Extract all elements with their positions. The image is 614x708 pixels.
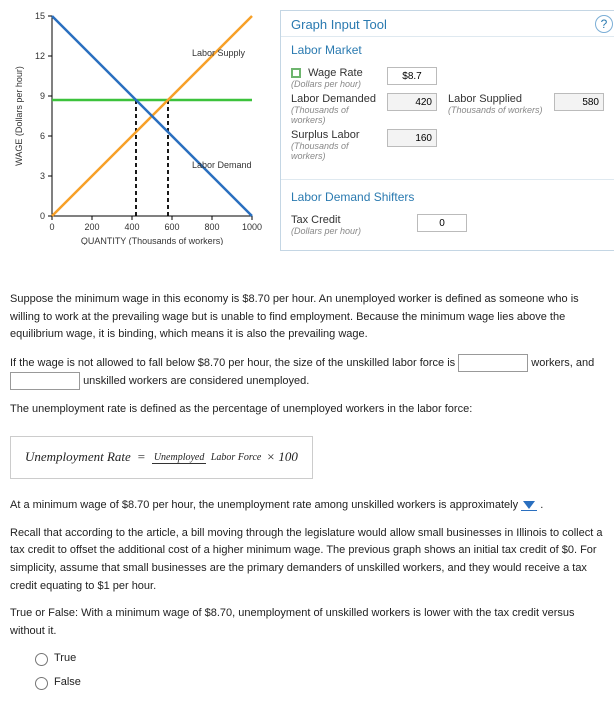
svg-text:QUANTITY (Thousands of workers: QUANTITY (Thousands of workers) [81,236,223,245]
shifters-heading: Labor Demand Shifters [281,184,614,206]
paragraph-3: The unemployment rate is defined as the … [10,401,604,419]
svg-text:800: 800 [204,222,219,232]
wage-rate-input[interactable] [387,67,437,85]
labor-demanded-label: Labor Demanded (Thousands of workers) [291,93,381,125]
panel-title: Graph Input Tool [281,11,614,37]
labor-supplied-label: Labor Supplied (Thousands of workers) [448,93,548,115]
svg-text:6: 6 [40,131,45,141]
radio-true[interactable] [35,653,48,666]
paragraph-4: At a minimum wage of $8.70 per hour, the… [10,497,604,515]
labor-force-blank[interactable] [458,354,528,372]
labor-supplied-output [554,93,604,111]
paragraph-1: Suppose the minimum wage in this economy… [10,291,604,344]
true-false-prompt: True or False: With a minimum wage of $8… [10,605,604,640]
tax-credit-input[interactable] [417,214,467,232]
svg-text:3: 3 [40,171,45,181]
svg-text:1000: 1000 [242,222,262,232]
wage-line-legend-icon [291,68,301,78]
dropdown-blank[interactable] [521,499,537,511]
radio-false[interactable] [35,677,48,690]
graph-input-panel: ? Graph Input Tool Labor Market Wage Rat… [280,10,614,251]
formula-box: Unemployment Rate = Unemployed Labor For… [10,436,313,479]
svg-text:9: 9 [40,91,45,101]
svg-text:0: 0 [49,222,54,232]
labor-market-chart: 0 200 400 600 800 1000 0 3 6 9 12 15 Labor Supply Lab… [10,10,270,251]
svg-text:12: 12 [35,51,45,61]
option-false[interactable]: False [30,676,81,688]
surplus-labor-output [387,129,437,147]
svg-text:200: 200 [84,222,99,232]
paragraph-2: If the wage is not allowed to fall below… [10,354,604,391]
labor-market-heading: Labor Market [281,37,614,59]
paragraph-5: Recall that according to the article, a … [10,525,604,595]
svg-text:0: 0 [40,211,45,221]
option-true[interactable]: True [30,652,76,664]
svg-text:WAGE (Dollars per hour): WAGE (Dollars per hour) [14,66,24,166]
svg-text:Labor Supply: Labor Supply [192,48,246,58]
wage-rate-label: Wage Rate (Dollars per hour) [291,67,381,89]
svg-text:400: 400 [124,222,139,232]
svg-text:600: 600 [164,222,179,232]
svg-text:15: 15 [35,11,45,21]
surplus-labor-label: Surplus Labor (Thousands of workers) [291,129,381,161]
tax-credit-label: Tax Credit (Dollars per hour) [291,214,411,236]
labor-demanded-output [387,93,437,111]
question-text: Suppose the minimum wage in this economy… [10,291,604,692]
help-icon[interactable]: ? [595,15,613,33]
svg-text:Labor Demand: Labor Demand [192,160,252,170]
unemployed-blank[interactable] [10,372,80,390]
